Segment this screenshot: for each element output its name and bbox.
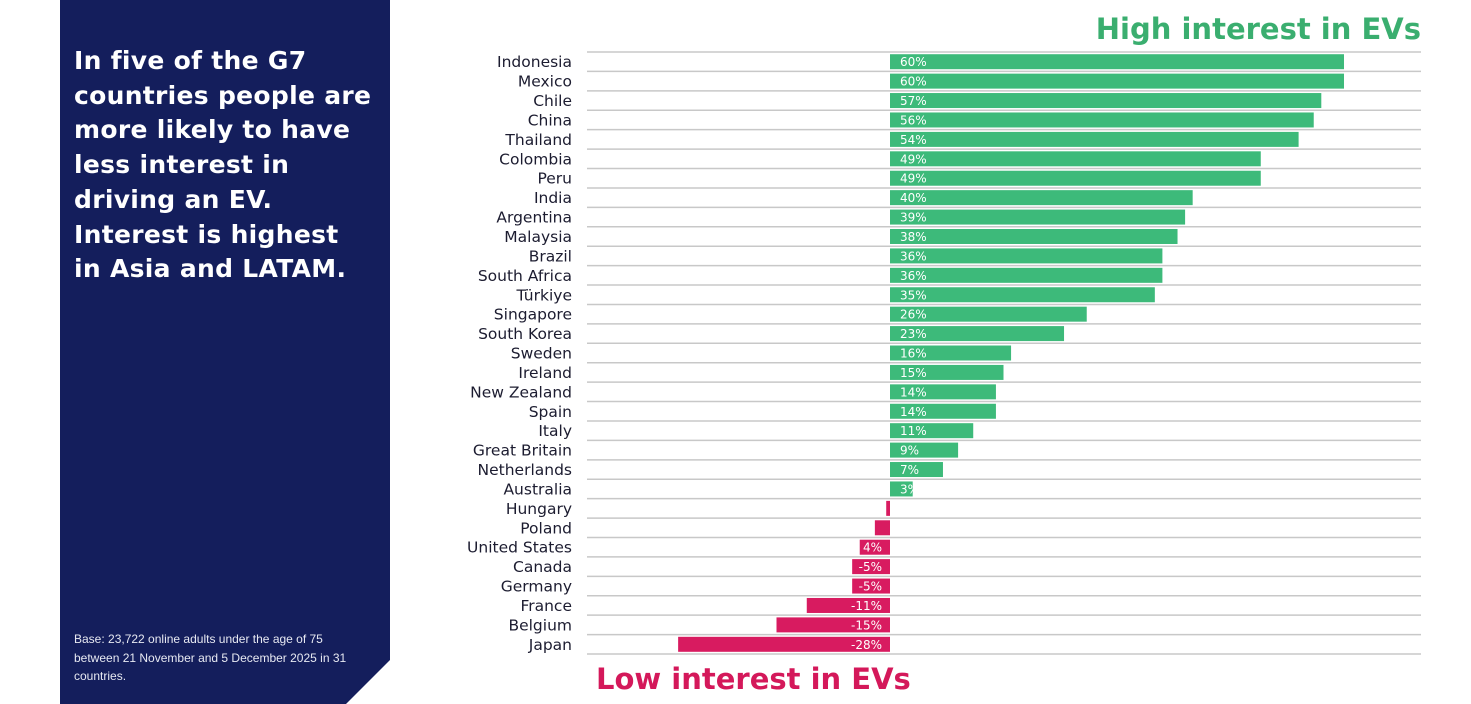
category-label: Australia bbox=[503, 480, 572, 498]
category-label: Belgium bbox=[508, 616, 572, 634]
bar-thailand bbox=[890, 131, 1299, 147]
category-label: Germany bbox=[501, 578, 572, 596]
value-label: -28% bbox=[851, 638, 882, 652]
bar-poland bbox=[874, 520, 890, 536]
category-label: India bbox=[534, 189, 572, 207]
category-label: Poland bbox=[520, 519, 572, 537]
value-label: 56% bbox=[900, 113, 927, 127]
value-label: -5% bbox=[859, 560, 882, 574]
category-label: South Korea bbox=[478, 325, 572, 343]
category-label: Indonesia bbox=[497, 53, 572, 71]
side-panel bbox=[60, 0, 390, 704]
bar-colombia bbox=[890, 151, 1261, 167]
value-label: 36% bbox=[900, 269, 927, 283]
category-label: Sweden bbox=[511, 345, 572, 363]
bar-ireland bbox=[890, 364, 1004, 380]
value-label: 54% bbox=[900, 133, 927, 147]
bar-argentina bbox=[890, 209, 1186, 225]
value-label: 15% bbox=[900, 366, 927, 380]
value-label: 38% bbox=[900, 230, 927, 244]
category-label: Argentina bbox=[496, 209, 572, 227]
category-label: Netherlands bbox=[478, 461, 572, 479]
bar-china bbox=[890, 112, 1314, 128]
value-label: 14% bbox=[900, 405, 927, 419]
bar-great-britain bbox=[890, 442, 959, 458]
bar-south-africa bbox=[890, 267, 1163, 283]
value-label: -5% bbox=[859, 580, 882, 594]
value-label: -15% bbox=[851, 618, 882, 632]
category-label: Malaysia bbox=[504, 228, 572, 246]
value-label: 9% bbox=[900, 444, 919, 458]
value-label: 3% bbox=[900, 482, 919, 496]
bar-canada bbox=[852, 559, 890, 575]
category-label: New Zealand bbox=[470, 383, 572, 401]
bar-germany bbox=[852, 578, 890, 594]
bar-malaysia bbox=[890, 228, 1178, 244]
value-label: 39% bbox=[900, 211, 927, 225]
category-label: Chile bbox=[533, 92, 572, 110]
value-label: 26% bbox=[900, 308, 927, 322]
bar-sweden bbox=[890, 345, 1012, 361]
value-label: 49% bbox=[900, 172, 927, 186]
bar-chile bbox=[890, 93, 1322, 109]
value-label: 60% bbox=[900, 55, 927, 69]
category-label: Colombia bbox=[499, 150, 572, 168]
low-interest-title: Low interest in EVs bbox=[596, 662, 911, 696]
base-note: Base: 23,722 online adults under the age… bbox=[74, 632, 347, 684]
bar-indonesia bbox=[890, 54, 1344, 70]
value-label: 11% bbox=[900, 424, 927, 438]
category-label: Spain bbox=[529, 403, 572, 421]
value-label: 23% bbox=[900, 327, 927, 341]
value-label: 16% bbox=[900, 347, 927, 361]
value-label: 57% bbox=[900, 94, 927, 108]
category-label: France bbox=[520, 597, 572, 615]
bar-india bbox=[890, 190, 1193, 206]
bar-spain bbox=[890, 403, 996, 419]
category-label: Great Britain bbox=[473, 442, 572, 460]
bar-mexico bbox=[890, 73, 1344, 89]
value-label: -11% bbox=[851, 599, 882, 613]
value-label: 35% bbox=[900, 288, 927, 302]
value-label: 7% bbox=[900, 463, 919, 477]
bar-belgium bbox=[776, 617, 890, 633]
category-label: Japan bbox=[528, 636, 572, 654]
high-interest-title: High interest in EVs bbox=[1095, 12, 1421, 46]
value-label: 14% bbox=[900, 385, 927, 399]
bar-japan bbox=[678, 636, 890, 652]
category-label: China bbox=[528, 111, 572, 129]
category-label: South Africa bbox=[478, 267, 572, 285]
category-label: Peru bbox=[537, 170, 572, 188]
bar-netherlands bbox=[890, 462, 943, 478]
bar-hungary bbox=[886, 500, 890, 516]
value-label: 49% bbox=[900, 152, 927, 166]
category-label: Singapore bbox=[494, 306, 572, 324]
bar-italy bbox=[890, 423, 974, 439]
bar-south-korea bbox=[890, 326, 1065, 342]
bar-peru bbox=[890, 170, 1261, 186]
bar-t-rkiye bbox=[890, 287, 1155, 303]
value-label: 4% bbox=[863, 541, 882, 555]
category-label: Ireland bbox=[518, 364, 572, 382]
category-label: United States bbox=[467, 539, 572, 557]
category-label: Mexico bbox=[518, 73, 572, 91]
category-label: Brazil bbox=[529, 247, 572, 265]
bar-new-zealand bbox=[890, 384, 996, 400]
bar-united-states bbox=[859, 539, 890, 555]
value-label: 60% bbox=[900, 75, 927, 89]
headline: In five of the G7 countries people are m… bbox=[74, 46, 372, 284]
bar-australia bbox=[890, 481, 913, 497]
category-label: Italy bbox=[538, 422, 572, 440]
category-label: Türkiye bbox=[515, 286, 572, 304]
category-label: Hungary bbox=[506, 500, 572, 518]
bar-singapore bbox=[890, 306, 1087, 322]
value-label: 36% bbox=[900, 249, 927, 263]
bar-brazil bbox=[890, 248, 1163, 264]
category-label: Thailand bbox=[504, 131, 572, 149]
bar-france bbox=[806, 597, 890, 613]
category-label: Canada bbox=[513, 558, 572, 576]
value-label: 40% bbox=[900, 191, 927, 205]
